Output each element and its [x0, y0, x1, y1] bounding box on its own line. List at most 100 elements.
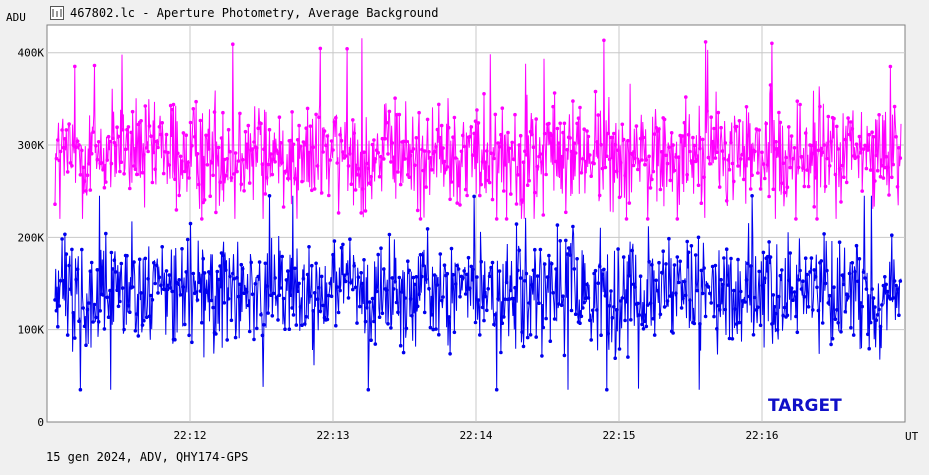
data-point — [57, 158, 61, 163]
data-point — [614, 308, 619, 312]
data-point — [214, 332, 218, 336]
data-point — [211, 305, 215, 310]
data-point — [328, 158, 333, 162]
data-point — [229, 176, 234, 180]
data-point — [205, 163, 210, 167]
data-point — [612, 305, 616, 309]
data-point — [137, 257, 142, 262]
data-point — [204, 133, 208, 138]
data-point — [571, 224, 575, 229]
data-point — [610, 135, 615, 140]
data-point — [355, 172, 359, 177]
data-point — [637, 313, 641, 317]
data-point — [329, 294, 334, 299]
data-point — [310, 263, 314, 268]
data-point — [454, 282, 458, 286]
data-point — [833, 172, 838, 177]
data-point — [638, 274, 643, 279]
data-point — [636, 167, 640, 172]
data-point — [579, 314, 584, 319]
data-point — [259, 121, 263, 126]
data-point — [520, 330, 524, 334]
data-point — [695, 157, 699, 162]
data-point — [417, 110, 421, 115]
data-point — [363, 319, 368, 324]
data-point — [366, 387, 371, 392]
data-point — [551, 291, 555, 295]
data-point — [671, 331, 675, 335]
data-point — [732, 179, 736, 184]
data-point — [295, 138, 300, 142]
data-point — [682, 279, 687, 284]
data-point — [78, 173, 83, 177]
data-point — [352, 131, 357, 135]
data-point — [463, 292, 468, 296]
data-point — [403, 157, 407, 161]
data-point — [68, 287, 73, 292]
data-point — [317, 115, 321, 120]
data-point — [681, 296, 685, 301]
data-point — [602, 38, 606, 43]
data-point — [835, 308, 839, 312]
data-point — [494, 217, 499, 221]
data-point — [413, 163, 417, 167]
data-point — [262, 323, 266, 327]
data-point — [53, 298, 57, 302]
data-point — [699, 201, 704, 205]
data-point — [184, 270, 188, 274]
data-point — [890, 175, 894, 180]
data-point — [610, 316, 615, 320]
data-point — [712, 126, 716, 131]
data-point — [211, 173, 215, 178]
data-point — [753, 295, 757, 300]
data-point — [401, 350, 406, 355]
data-point — [135, 172, 139, 177]
data-point — [370, 296, 375, 301]
data-point — [96, 320, 101, 324]
data-point — [235, 169, 239, 174]
data-point — [602, 267, 606, 272]
data-point — [270, 172, 275, 177]
data-point — [109, 250, 114, 255]
data-point — [379, 246, 383, 250]
data-point — [576, 116, 581, 120]
data-point — [607, 304, 612, 308]
data-point — [633, 285, 637, 289]
data-point — [726, 283, 730, 287]
data-point — [763, 176, 767, 181]
data-point — [178, 293, 183, 297]
data-point — [80, 148, 84, 153]
data-point — [266, 311, 270, 315]
data-point — [774, 140, 778, 144]
data-point — [53, 202, 57, 206]
data-point — [551, 104, 555, 109]
data-point — [860, 189, 864, 193]
data-point — [260, 333, 265, 338]
data-point — [751, 333, 756, 337]
data-point — [359, 271, 364, 275]
data-point — [588, 153, 592, 157]
data-point — [166, 150, 170, 155]
data-point — [839, 330, 843, 334]
data-point — [159, 132, 163, 137]
data-point — [197, 182, 201, 187]
data-point — [778, 273, 783, 278]
data-point — [263, 192, 268, 196]
data-point — [246, 303, 251, 308]
data-point — [850, 261, 855, 265]
data-point — [456, 183, 461, 188]
data-point — [303, 322, 307, 326]
data-point — [664, 262, 668, 266]
series-line-1 — [54, 195, 902, 390]
data-point — [209, 160, 214, 165]
data-point — [888, 64, 893, 69]
data-point — [349, 280, 354, 285]
data-point — [891, 162, 895, 167]
data-point — [318, 309, 323, 314]
data-point — [569, 149, 574, 154]
data-point — [671, 143, 675, 147]
data-point — [867, 346, 871, 351]
data-point — [829, 139, 833, 144]
data-point — [675, 255, 680, 259]
data-point — [665, 161, 670, 166]
